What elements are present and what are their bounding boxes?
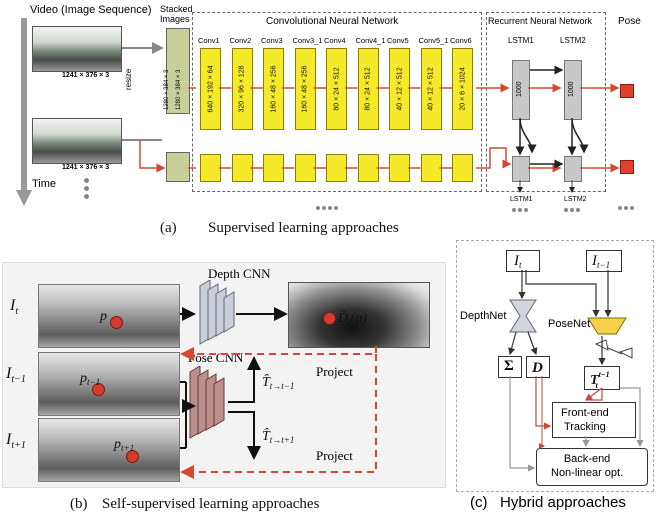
panel-c-frame <box>456 240 654 492</box>
lstm1-bottom-label: LSTM1 <box>510 196 533 203</box>
pose-output-bottom <box>620 160 634 174</box>
sequence-dot <box>84 194 89 199</box>
sequence-dot <box>84 178 89 183</box>
lstm1-label: LSTM1 <box>508 36 534 45</box>
posenet-label: PoseNet <box>548 318 591 330</box>
panel-b-arrows <box>180 307 377 479</box>
conv-layer-box: 40 × 12 × 512 <box>420 48 442 130</box>
conv-label: Conv4 <box>324 36 346 45</box>
stacked-images-bottom <box>166 152 190 182</box>
lstm2-cell-bottom <box>564 156 582 182</box>
frame-it-minus-1 <box>38 352 180 416</box>
pose-label: Pose <box>618 16 641 27</box>
point-dt <box>323 312 336 325</box>
stacked-images-top <box>166 28 190 114</box>
conv-layer-box: 160 × 48 × 256 <box>294 48 316 130</box>
point-p-t-minus-1 <box>92 383 105 396</box>
backend-label: Back-end Non-linear opt. <box>551 453 624 479</box>
input-it-box <box>506 250 540 272</box>
depth-cnn-stack <box>199 280 235 345</box>
conv-layer-box: 20 × 6 × 1024 <box>452 48 473 130</box>
panel-c-graphics: It It−1 D Tt−1 t <box>508 253 644 472</box>
time-arrow <box>16 18 32 206</box>
caption-b-letter: (b) <box>70 496 88 512</box>
rnn-box <box>486 12 606 192</box>
cnn-title: Convolutional Neural Network <box>266 16 399 27</box>
svg-text:D: D <box>531 360 543 376</box>
lstm1-cell-bottom <box>512 156 530 182</box>
conv-arrows <box>219 87 452 169</box>
conv-label: Conv3 <box>261 36 283 45</box>
video-label: Video (Image Sequence) <box>30 4 152 16</box>
svg-text:It: It <box>513 253 522 270</box>
lstm2-cell-top: 1000 <box>564 60 582 120</box>
svg-text:It−1: It−1 <box>591 253 610 270</box>
frontend-label: Front-end Tracking <box>561 407 609 433</box>
caption-a-text: Supervised learning approaches <box>208 220 399 236</box>
panel-b-math: It It−1 It+1 p pt−1 pt+1 D̂t(p) T̂t→t−1 … <box>5 297 367 453</box>
sequence-dot <box>84 186 89 191</box>
conv-layer-box: 320 × 96 × 128 <box>231 48 253 130</box>
depth-d-box <box>526 356 550 378</box>
pose-output-top <box>620 84 634 98</box>
conv-label: Conv5_1 <box>418 36 449 45</box>
sigma-symbol: Σ <box>504 358 514 374</box>
svg-text:Tt−1t: Tt−1 t <box>590 370 610 390</box>
point-p <box>110 316 123 329</box>
project-label-1: Project <box>316 364 353 379</box>
conv-label: Conv6 <box>450 36 472 45</box>
frame-it <box>38 284 180 348</box>
lstm1-cell-top: 1000 <box>512 60 530 120</box>
input-it-minus-1-box <box>586 250 622 272</box>
point-p-t-plus-1 <box>126 450 139 463</box>
video-frame-top <box>32 26 122 72</box>
conv-layer-box: 640 × 192 × 64 <box>200 48 221 130</box>
conv-layer-box: 160 × 48 × 256 <box>263 48 284 130</box>
cnn-box <box>192 12 482 192</box>
conv-label: Conv4_1 <box>355 36 386 45</box>
svg-text:It: It <box>9 297 18 317</box>
pose-t-box <box>584 366 620 390</box>
project-label-2: Project <box>316 448 353 463</box>
backend-box: Back-end Non-linear opt. <box>536 448 648 486</box>
depth-map <box>288 282 430 348</box>
svg-text:D̂t(p): D̂t(p) <box>337 310 367 327</box>
lstm2-label: LSTM2 <box>560 36 586 45</box>
frame-it-plus-1 <box>38 418 180 482</box>
frame-size-top: 1241 × 376 × 3 <box>62 72 110 79</box>
conv-label: Conv1 <box>198 36 220 45</box>
video-frame-bottom <box>32 118 122 164</box>
panel-a-arrows <box>122 42 634 212</box>
time-label: Time <box>32 178 57 190</box>
rnn-title: Recurrent Neural Network <box>488 16 593 26</box>
conv-label: Conv5 <box>387 36 409 45</box>
caption-b-text: Self-supervised learning approaches <box>102 496 320 512</box>
caption-c-letter: (c) <box>470 494 488 511</box>
conv-label: Conv2 <box>229 36 252 45</box>
conv-layer-box: 80 × 24 × 512 <box>326 48 347 130</box>
lstm2-bottom-label: LSTM2 <box>564 196 587 203</box>
stacked-images-label: Stacked Images <box>160 4 193 24</box>
caption-a-letter: (a) <box>160 220 177 236</box>
svg-text:p: p <box>99 309 107 324</box>
depth-cnn-label: Depth CNN <box>208 266 271 281</box>
frame-size-bottom: 1241 × 376 × 3 <box>62 164 110 171</box>
conv-label: Conv3_1 <box>292 36 323 45</box>
conv-layer-box: 80 × 24 × 512 <box>357 48 379 130</box>
conv-layer-box-bottom <box>452 154 473 182</box>
conv-layer-box: 40 × 12 × 512 <box>389 48 410 130</box>
frontend-box: Front-end Tracking <box>552 402 636 438</box>
depthnet-label: DepthNet <box>460 310 507 322</box>
caption-c-text: Hybrid approaches <box>500 494 626 511</box>
